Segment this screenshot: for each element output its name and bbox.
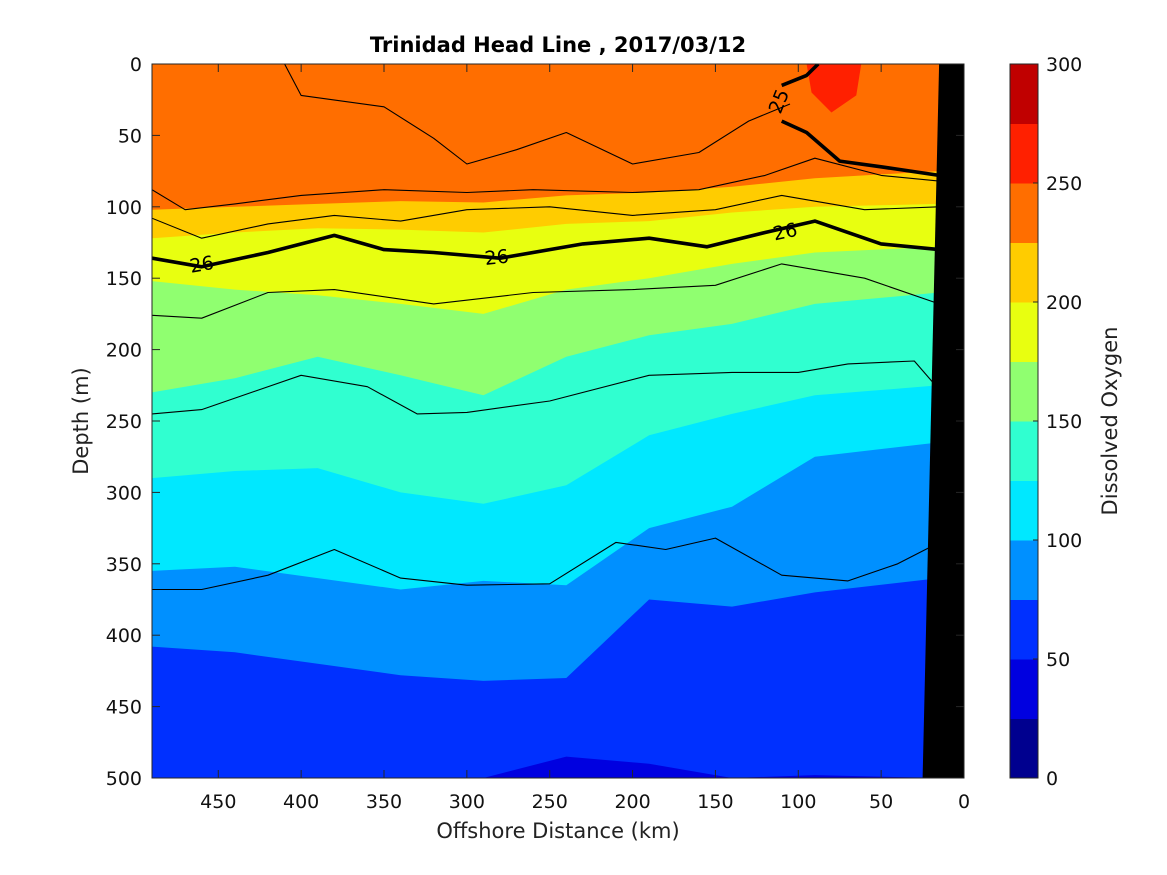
- colorbar-swatch-225: [1010, 183, 1038, 243]
- density-contour-2: [152, 157, 940, 211]
- x-tick-label: 100: [780, 791, 816, 813]
- colorbar-swatch-175: [1010, 302, 1038, 362]
- colorbar: [1009, 63, 1039, 779]
- colorbar-swatch-200: [1010, 242, 1038, 303]
- colorbar-swatch-125: [1010, 421, 1038, 481]
- colorbar-tick-label: 150: [1046, 411, 1082, 433]
- colorbar-tick-label: 0: [1046, 768, 1058, 790]
- y-axis: 0 50 100 150 200 250 300 350 400 450 500: [106, 54, 964, 790]
- density-label-0: 26: [188, 252, 216, 278]
- y-tick-label: 500: [106, 768, 142, 790]
- colorbar-tick-label: 100: [1046, 530, 1082, 552]
- colorbar-label: Dissolved Oxygen: [1098, 327, 1122, 516]
- density-label-text: 26: [188, 252, 216, 278]
- y-tick-label: 400: [106, 625, 142, 647]
- density-label-1: 26: [484, 246, 510, 270]
- y-tick-label: 100: [106, 197, 142, 219]
- colorbar-axis: 0 50 100 150 200 250 300: [1033, 54, 1082, 790]
- density-contour-0: [780, 119, 940, 178]
- seafloor: [922, 64, 964, 778]
- density-contour-8: [284, 64, 791, 165]
- colorbar-swatch-50: [1010, 599, 1038, 660]
- chart-title: Trinidad Head Line , 2017/03/12: [370, 33, 746, 57]
- density-label-text: 26: [771, 219, 799, 246]
- x-axis-label: Offshore Distance (km): [436, 819, 679, 843]
- x-axis: 450 400 350 300 250 200 150 100 50 0: [200, 64, 970, 813]
- x-tick-label: 450: [200, 791, 236, 813]
- oxygen-band-25: [152, 756, 964, 778]
- x-tick-label: 50: [869, 791, 893, 813]
- density-contour-6: [152, 360, 940, 415]
- density-contour-5: [152, 263, 940, 319]
- colorbar-swatch-250: [1010, 123, 1038, 184]
- density-contour-7: [152, 537, 932, 591]
- y-tick-label: 350: [106, 554, 142, 576]
- x-tick-label: 0: [958, 791, 970, 813]
- density-label-text: 26: [484, 246, 510, 270]
- oxygen-band-50: [152, 578, 964, 778]
- colorbar-swatch-100: [1010, 480, 1038, 541]
- colorbar-swatch-0: [1010, 718, 1038, 779]
- colorbar-tick-label: 50: [1046, 649, 1070, 671]
- oxygen-band-250: [806, 64, 862, 113]
- density-contour-4: [152, 219, 940, 269]
- y-tick-label: 0: [130, 54, 142, 76]
- y-axis-label: Depth (m): [69, 367, 93, 474]
- colorbar-tick-label: 200: [1046, 292, 1082, 314]
- seafloor-layer: [922, 64, 964, 778]
- x-tick-label: 250: [532, 791, 568, 813]
- y-tick-label: 200: [106, 340, 142, 362]
- colorbar-tick-label: 250: [1046, 173, 1082, 195]
- colorbar-tick-label: 300: [1046, 54, 1082, 76]
- colorbar-swatch-75: [1010, 540, 1038, 600]
- y-tick-label: 250: [106, 411, 142, 433]
- x-tick-label: 350: [366, 791, 402, 813]
- y-tick-label: 50: [118, 125, 142, 147]
- y-tick-label: 300: [106, 482, 142, 504]
- density-label-2: 26: [771, 219, 799, 246]
- density-contour-3: [152, 194, 940, 239]
- plot-area: [152, 64, 964, 778]
- x-tick-label: 150: [697, 791, 733, 813]
- density-contour-layer: [152, 64, 940, 591]
- colorbar-swatch-25: [1010, 659, 1038, 719]
- oxygen-fill-layer: [152, 64, 964, 778]
- colorbar-swatch-275: [1010, 64, 1038, 124]
- colorbar-swatch-150: [1010, 361, 1038, 422]
- density-contour-1: [781, 64, 820, 88]
- y-tick-label: 450: [106, 697, 142, 719]
- x-tick-label: 200: [614, 791, 650, 813]
- x-tick-label: 400: [283, 791, 319, 813]
- y-tick-label: 150: [106, 268, 142, 290]
- x-tick-label: 300: [449, 791, 485, 813]
